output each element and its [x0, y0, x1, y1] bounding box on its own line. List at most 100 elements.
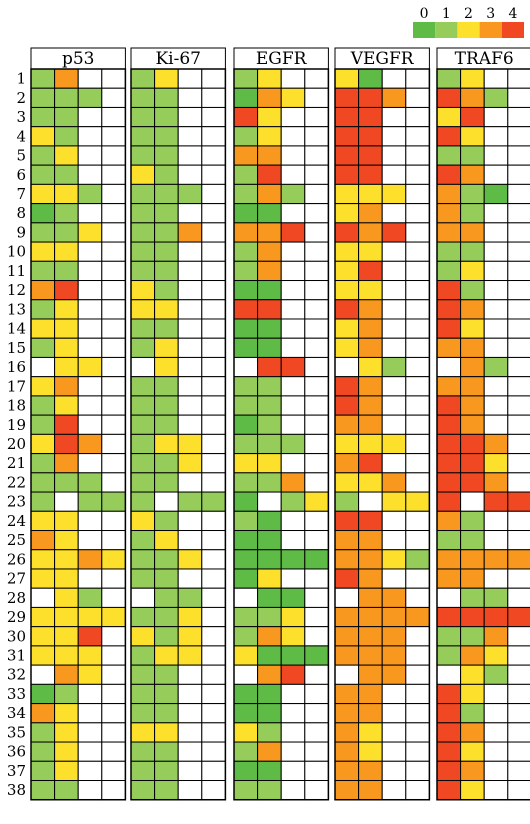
- heatmap-cell: [358, 299, 383, 320]
- heatmap-cell: [358, 587, 383, 608]
- heatmap-cell: [334, 241, 360, 262]
- heatmap-cell: [483, 222, 509, 243]
- heatmap-cell: [101, 414, 126, 435]
- heatmap-cell: [483, 510, 509, 532]
- heatmap-cell: [280, 68, 306, 89]
- heatmap-cell: [483, 722, 509, 743]
- heatmap-cell: [507, 491, 530, 512]
- heatmap-cell: [101, 260, 126, 282]
- heatmap-cell: [358, 683, 383, 705]
- heatmap-cell: [358, 549, 383, 570]
- heatmap-cell: [334, 164, 360, 185]
- heatmap-cell: [405, 126, 430, 147]
- heatmap-cell: [130, 87, 156, 108]
- heatmap-cell: [201, 280, 226, 301]
- heatmap-cell: [201, 299, 226, 320]
- heatmap-cell: [304, 587, 329, 608]
- heatmap-cell: [460, 530, 485, 551]
- heatmap-cell: [507, 568, 530, 589]
- row-label: 24: [7, 512, 26, 530]
- heatmap-cell: [233, 433, 259, 455]
- heatmap-cell: [460, 356, 485, 378]
- heatmap-cell: [507, 241, 530, 262]
- heatmap-cell: [201, 356, 226, 378]
- heatmap-cell: [130, 68, 156, 89]
- heatmap-cell: [334, 645, 360, 666]
- heatmap-cell: [405, 453, 430, 474]
- heatmap-cell: [77, 183, 103, 205]
- heatmap-cell: [280, 626, 306, 647]
- heatmap-cell: [233, 683, 259, 705]
- heatmap-cell: [177, 568, 203, 589]
- heatmap-cell: [405, 760, 430, 782]
- heatmap-cell: [334, 491, 360, 512]
- heatmap-cell: [436, 145, 462, 166]
- heatmap-cell: [257, 337, 282, 358]
- legend-swatch-0: [413, 22, 436, 38]
- panel-title: VEGFR: [350, 49, 415, 69]
- heatmap-cell: [257, 87, 282, 108]
- heatmap-cell: [483, 299, 509, 320]
- heatmap-cell: [101, 683, 126, 705]
- heatmap-cell: [304, 530, 329, 551]
- heatmap-cell: [381, 568, 407, 589]
- heatmap-cell: [483, 395, 509, 416]
- heatmap-cell: [304, 164, 329, 185]
- heatmap-cell: [77, 241, 103, 262]
- heatmap-cell: [54, 645, 79, 666]
- heatmap-cell: [358, 606, 383, 628]
- heatmap-cell: [460, 222, 485, 243]
- row-label: 11: [7, 262, 26, 280]
- heatmap-cell: [483, 280, 509, 301]
- heatmap-cell: [304, 241, 329, 262]
- panel-border: [436, 68, 530, 801]
- heatmap-cell: [201, 703, 226, 724]
- heatmap-cell: [334, 683, 360, 705]
- heatmap-cell: [30, 703, 56, 724]
- heatmap-cell: [358, 433, 383, 455]
- heatmap-cell: [233, 203, 259, 224]
- heatmap-cell: [30, 626, 56, 647]
- heatmap-cell: [30, 299, 56, 320]
- heatmap-cell: [304, 510, 329, 532]
- heatmap-cell: [77, 260, 103, 282]
- heatmap-cell: [77, 760, 103, 782]
- heatmap-cell: [130, 145, 156, 166]
- heatmap-cell: [101, 568, 126, 589]
- heatmap-cell: [483, 453, 509, 474]
- heatmap-cell: [483, 145, 509, 166]
- heatmap-cell: [358, 568, 383, 589]
- heatmap-cell: [358, 722, 383, 743]
- heatmap-cell: [257, 510, 282, 532]
- heatmap-cell: [30, 472, 56, 493]
- heatmap-cell: [334, 606, 360, 628]
- row-label: 16: [7, 358, 26, 376]
- heatmap-cell: [405, 433, 430, 455]
- heatmap-cell: [460, 106, 485, 128]
- heatmap-cell: [304, 318, 329, 339]
- heatmap-cell: [334, 510, 360, 532]
- heatmap-cell: [130, 337, 156, 358]
- heatmap-cell: [154, 106, 179, 128]
- heatmap-cell: [130, 203, 156, 224]
- heatmap-cell: [280, 356, 306, 378]
- heatmap-cell: [77, 568, 103, 589]
- heatmap-cell: [54, 260, 79, 282]
- heatmap-cell: [201, 241, 226, 262]
- heatmap-cell: [30, 376, 56, 397]
- heatmap-cell: [280, 126, 306, 147]
- heatmap-cell: [358, 337, 383, 358]
- row-label: 8: [16, 204, 26, 222]
- row-label: 2: [16, 89, 26, 107]
- heatmap-cell: [460, 260, 485, 282]
- heatmap-cell: [257, 587, 282, 608]
- heatmap-cell: [54, 549, 79, 570]
- heatmap-cell: [257, 530, 282, 551]
- heatmap-cell: [154, 683, 179, 705]
- heatmap-cell: [381, 376, 407, 397]
- heatmap-cell: [405, 549, 430, 570]
- row-label: 38: [7, 781, 26, 799]
- heatmap-cell: [30, 356, 56, 378]
- heatmap-cell: [381, 337, 407, 358]
- heatmap-cell: [201, 664, 226, 685]
